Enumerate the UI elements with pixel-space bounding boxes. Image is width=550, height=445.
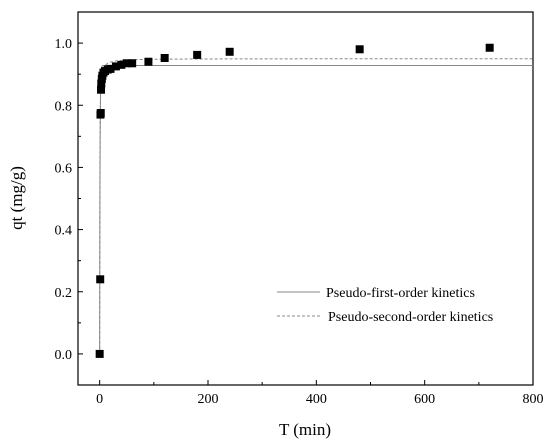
data-point <box>97 85 106 94</box>
y-axis-title: qt (mg/g) <box>7 166 26 230</box>
plot-frame <box>77 11 534 386</box>
y-tick-label: 0.6 <box>55 161 73 176</box>
x-tick-label: 600 <box>414 392 435 407</box>
legend: Pseudo-first-order kinetics Pseudo-secon… <box>277 286 493 325</box>
legend-label-second-order: Pseudo-second-order kinetics <box>328 310 493 325</box>
x-axis-title: T (min) <box>279 420 331 439</box>
x-tick-label: 400 <box>306 392 327 407</box>
data-point <box>225 47 234 56</box>
data-points <box>95 43 494 358</box>
y-tick-label: 0.8 <box>55 99 73 114</box>
data-point <box>96 109 105 118</box>
data-point <box>106 64 115 73</box>
data-point <box>95 349 104 358</box>
y-tick-label: 0.4 <box>55 224 73 239</box>
data-point <box>485 43 494 52</box>
data-point <box>144 57 153 66</box>
y-tick-label: 0.2 <box>55 286 73 301</box>
fit-line-first-order <box>99 64 533 354</box>
x-axis-ticks: 0 200 400 600 800 <box>96 380 544 407</box>
x-tick-label: 0 <box>96 392 103 407</box>
y-axis-ticks: 0.0 0.2 0.4 0.6 0.8 1.0 <box>55 11 83 363</box>
x-tick-label: 200 <box>198 392 219 407</box>
data-point <box>96 275 105 284</box>
data-point <box>97 79 106 88</box>
legend-label-first-order: Pseudo-first-order kinetics <box>326 286 475 301</box>
y-tick-label: 1.0 <box>55 37 73 52</box>
data-point <box>111 62 120 71</box>
y-tick-label: 0.0 <box>55 348 73 363</box>
data-point <box>193 50 202 59</box>
data-point <box>122 59 131 68</box>
data-point <box>128 59 137 68</box>
x-tick-label: 800 <box>523 392 544 407</box>
data-point <box>355 45 364 54</box>
data-point <box>160 54 169 63</box>
data-point <box>117 60 126 69</box>
plot-border <box>77 11 534 386</box>
